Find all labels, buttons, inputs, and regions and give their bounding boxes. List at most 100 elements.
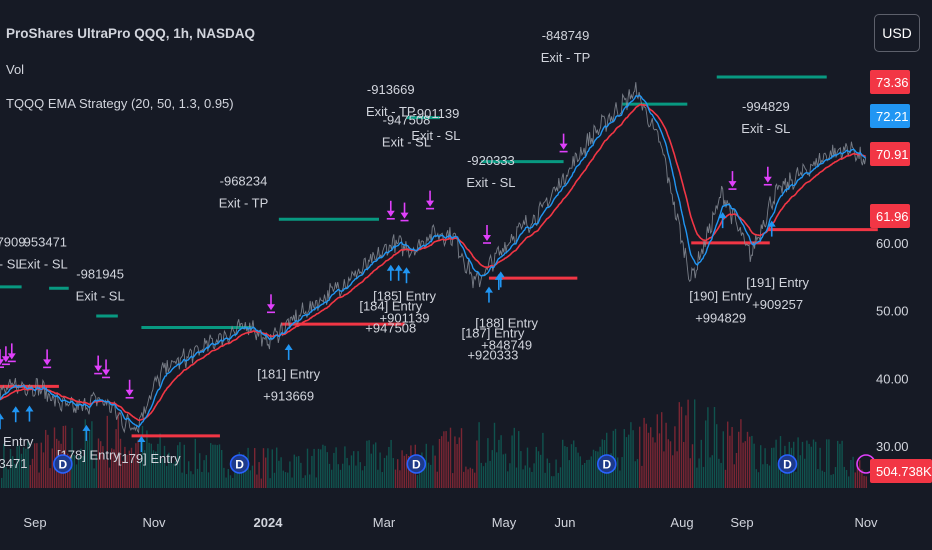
entry-arrow-head-icon [767, 220, 776, 227]
volume-bar [683, 441, 685, 488]
volume-bar [713, 406, 716, 488]
dividend-icon-letter: D [59, 458, 68, 472]
volume-bar [71, 427, 73, 488]
volume-bar [775, 439, 777, 488]
volume-bar [317, 448, 320, 488]
exit-type-label: Exit - SL [0, 256, 23, 271]
volume-bar [656, 414, 658, 488]
volume-bar [267, 448, 269, 488]
volume-bar [625, 437, 628, 488]
volume-bar [311, 455, 313, 488]
volume-bar [632, 430, 634, 488]
strategy-indicator-label[interactable]: TQQQ EMA Strategy (20, 50, 1.3, 0.95) [6, 96, 234, 111]
currency-button[interactable]: USD [874, 14, 920, 52]
exit-type-label: Exit - SL [741, 121, 790, 136]
volume-bar [232, 478, 234, 488]
volume-bar [817, 469, 819, 488]
exit-arrow-head-icon [386, 210, 395, 217]
symbol-title[interactable]: ProShares UltraPro QQQ, 1h, NASDAQ [6, 26, 256, 41]
volume-bar [280, 457, 282, 488]
volume-bar [700, 439, 702, 488]
price-lines [0, 82, 867, 434]
volume-bar [236, 469, 238, 488]
exit-amount-label: -981945 [76, 266, 124, 281]
volume-bar [188, 461, 190, 488]
volume-bar [645, 423, 647, 488]
volume-bar [287, 472, 289, 488]
volume-bar [372, 444, 375, 488]
exit-amount-label: -913669 [367, 82, 415, 97]
volume-bar [392, 458, 394, 488]
volume-bar [810, 446, 812, 488]
volume-bar [634, 461, 636, 488]
volume-bar [150, 443, 152, 488]
volume-bar [808, 443, 810, 488]
volume-bar [342, 463, 344, 488]
entry-arrow-head-icon [25, 405, 34, 412]
volume-bar [430, 464, 432, 488]
volume-bar [249, 470, 251, 488]
volume-bar [562, 439, 564, 488]
exit-arrow-head-icon [266, 304, 275, 311]
volume-bar [97, 438, 100, 488]
volume-bar [366, 440, 368, 488]
volume-bar [839, 443, 841, 488]
volume-bar [665, 422, 667, 488]
x-tick-label: Nov [142, 515, 166, 530]
volume-bar [474, 472, 476, 488]
price-badge [870, 70, 910, 94]
volume-bar [771, 447, 773, 488]
exit-arrow-head-icon [400, 212, 409, 219]
dividend-icon [406, 454, 427, 474]
volume-bar [557, 472, 559, 488]
x-tick-label: Mar [373, 515, 396, 530]
volume-bar [520, 451, 522, 488]
volume-bar [337, 464, 339, 488]
volume-bar [443, 431, 445, 488]
volume-bar [597, 451, 599, 488]
volume-bar [377, 469, 379, 488]
dividend-icon-letter: D [783, 458, 792, 472]
dividend-icon [229, 454, 250, 474]
trade-markers[interactable] [0, 133, 776, 453]
volume-bar [119, 438, 122, 488]
volume-bar [124, 446, 126, 488]
volume-bar [819, 447, 821, 488]
exit-type-label: Exit - TP [219, 196, 269, 211]
volume-bar [405, 454, 408, 488]
exit-amount-label: -920333 [467, 153, 515, 168]
volume-bar [515, 467, 518, 488]
volume-bar [799, 455, 801, 488]
volume-bar [586, 459, 588, 488]
volume-bar [581, 464, 584, 488]
volume-bar [111, 448, 113, 488]
volume-bar [161, 458, 163, 488]
x-tick-label: Jun [555, 515, 576, 530]
price-badge [870, 459, 932, 483]
volume-bar [553, 476, 555, 488]
volume-bar [742, 442, 744, 488]
volume-bar [434, 455, 436, 488]
y-tick-label: 60.00 [876, 236, 909, 251]
exit-arrow-head-icon [483, 235, 492, 242]
exit-arrow-head-icon [559, 143, 568, 150]
volume-bar [240, 461, 243, 488]
x-tick-label: Sep [23, 515, 46, 530]
volume-indicator-label[interactable]: Vol [6, 62, 25, 77]
y-tick-label: 30.00 [876, 439, 909, 454]
volume-bar [821, 470, 823, 488]
trade-labels: -1017909 Exit - SL -953471 Exit - SL -981945… [0, 28, 810, 471]
volume-bar [436, 471, 438, 488]
volume-bar [469, 467, 471, 488]
volume-bar [69, 455, 71, 488]
volume-bar [23, 447, 25, 488]
volume-bar [746, 431, 749, 488]
exit-arrow-head-icon [7, 353, 16, 360]
exit-type-label: Exit - SL [466, 175, 515, 190]
volume-bar [828, 439, 830, 488]
volume-bar [727, 421, 729, 488]
volume-bar [427, 462, 430, 488]
volume-bar [221, 449, 223, 488]
